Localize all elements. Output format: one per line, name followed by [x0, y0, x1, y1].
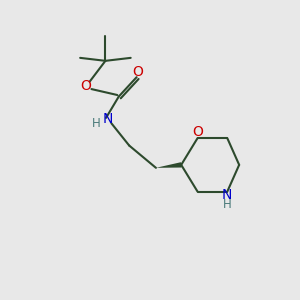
Text: H: H [92, 117, 100, 130]
Polygon shape [156, 162, 182, 168]
Text: O: O [133, 65, 143, 79]
Text: O: O [192, 124, 203, 139]
Text: N: N [222, 188, 232, 202]
Text: N: N [103, 112, 113, 126]
Text: O: O [81, 79, 92, 93]
Text: H: H [223, 198, 232, 211]
